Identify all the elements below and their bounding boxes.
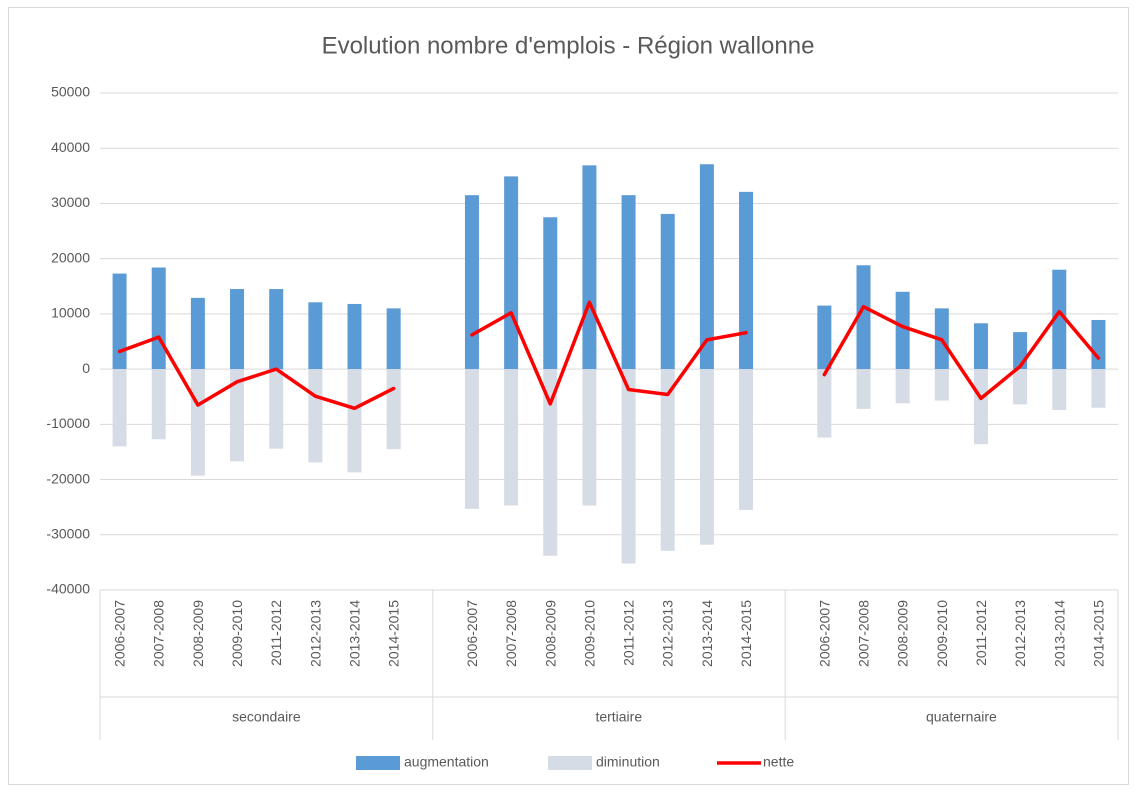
x-tick-label: 2014-2015 xyxy=(1090,600,1106,667)
bar xyxy=(856,265,871,370)
bar xyxy=(347,369,362,473)
bar xyxy=(464,195,479,370)
y-tick-label: -10000 xyxy=(46,415,90,431)
bar xyxy=(1091,369,1106,408)
bar xyxy=(1013,369,1028,405)
bar xyxy=(112,369,127,447)
x-tick-label: 2006-2007 xyxy=(464,600,480,667)
bar xyxy=(230,289,245,370)
x-tick-label: 2012-2013 xyxy=(1012,600,1028,667)
bar xyxy=(621,369,636,564)
bar xyxy=(699,164,714,370)
line xyxy=(117,335,396,411)
bar xyxy=(464,369,479,509)
bar xyxy=(660,213,675,370)
group-label: tertiaire xyxy=(595,709,642,725)
bar xyxy=(739,369,754,510)
bar xyxy=(739,191,754,370)
y-tick-label: -20000 xyxy=(46,470,90,486)
bar xyxy=(190,297,205,370)
y-tick-label: 20000 xyxy=(51,249,90,265)
x-tick-label: 2013-2014 xyxy=(699,600,715,667)
bar xyxy=(504,176,519,370)
x-tick-label: 2014-2015 xyxy=(738,600,754,667)
x-tick-label: 2008-2009 xyxy=(190,600,206,667)
bar xyxy=(151,267,166,370)
bar xyxy=(269,369,284,449)
bar xyxy=(895,291,910,370)
x-tick-label: 2009-2010 xyxy=(581,600,597,667)
x-tick-label: 2009-2010 xyxy=(934,600,950,667)
bar xyxy=(1052,269,1067,370)
legend-label: diminution xyxy=(596,754,660,770)
x-tick-label: 2011-2012 xyxy=(973,600,989,666)
chart-title: Evolution nombre d'emplois - Région wall… xyxy=(322,32,815,59)
bar xyxy=(308,302,323,370)
y-tick-label: 30000 xyxy=(51,194,90,210)
bar xyxy=(973,323,988,370)
bar xyxy=(699,369,714,545)
bar xyxy=(112,273,127,370)
bar xyxy=(386,308,401,370)
x-tick-label: 2006-2007 xyxy=(816,600,832,667)
y-tick-label: -30000 xyxy=(46,525,90,541)
x-tick-label: 2013-2014 xyxy=(1051,600,1067,667)
legend-swatch xyxy=(356,756,400,770)
bar xyxy=(856,369,871,409)
x-tick-label: 2008-2009 xyxy=(542,600,558,667)
group-label: secondaire xyxy=(232,709,301,725)
y-tick-label: 10000 xyxy=(51,305,90,321)
bar xyxy=(347,303,362,370)
bar xyxy=(308,369,323,463)
x-tick-label: 2012-2013 xyxy=(660,600,676,667)
legend-label: augmentation xyxy=(404,754,489,770)
bar xyxy=(582,165,597,370)
bar xyxy=(504,369,519,506)
x-tick-label: 2011-2012 xyxy=(621,600,637,666)
bar xyxy=(386,369,401,450)
bar xyxy=(817,305,832,370)
x-tick-label: 2013-2014 xyxy=(347,600,363,667)
x-tick-label: 2007-2008 xyxy=(503,600,519,667)
bar xyxy=(817,369,832,438)
bar xyxy=(973,369,988,445)
group-label: quaternaire xyxy=(926,709,997,725)
bar xyxy=(934,369,949,401)
x-tick-label: 2006-2007 xyxy=(112,600,128,667)
bar xyxy=(269,289,284,370)
bar xyxy=(151,369,166,440)
x-tick-label: 2007-2008 xyxy=(151,600,167,667)
line xyxy=(822,304,1101,401)
bar xyxy=(895,369,910,404)
bar xyxy=(621,195,636,370)
bar xyxy=(582,369,597,506)
y-tick-label: 50000 xyxy=(51,84,90,100)
x-tick-label: 2009-2010 xyxy=(229,600,245,667)
bar xyxy=(1052,369,1067,410)
y-tick-label: -40000 xyxy=(46,581,90,597)
bar xyxy=(190,369,205,476)
x-tick-label: 2007-2008 xyxy=(856,600,872,667)
bar xyxy=(1091,319,1106,370)
legend-swatch xyxy=(548,756,592,770)
x-tick-label: 2012-2013 xyxy=(307,600,323,667)
bar xyxy=(543,217,558,370)
x-tick-label: 2008-2009 xyxy=(895,600,911,667)
bar xyxy=(543,369,558,556)
bar xyxy=(660,369,675,551)
y-tick-label: 0 xyxy=(82,360,90,376)
legend-label: nette xyxy=(763,754,794,770)
bar xyxy=(230,369,245,462)
x-tick-label: 2014-2015 xyxy=(386,600,402,667)
line xyxy=(470,300,748,406)
chart-frame xyxy=(8,7,1129,785)
x-tick-label: 2011-2012 xyxy=(268,600,284,666)
y-tick-label: 40000 xyxy=(51,139,90,155)
